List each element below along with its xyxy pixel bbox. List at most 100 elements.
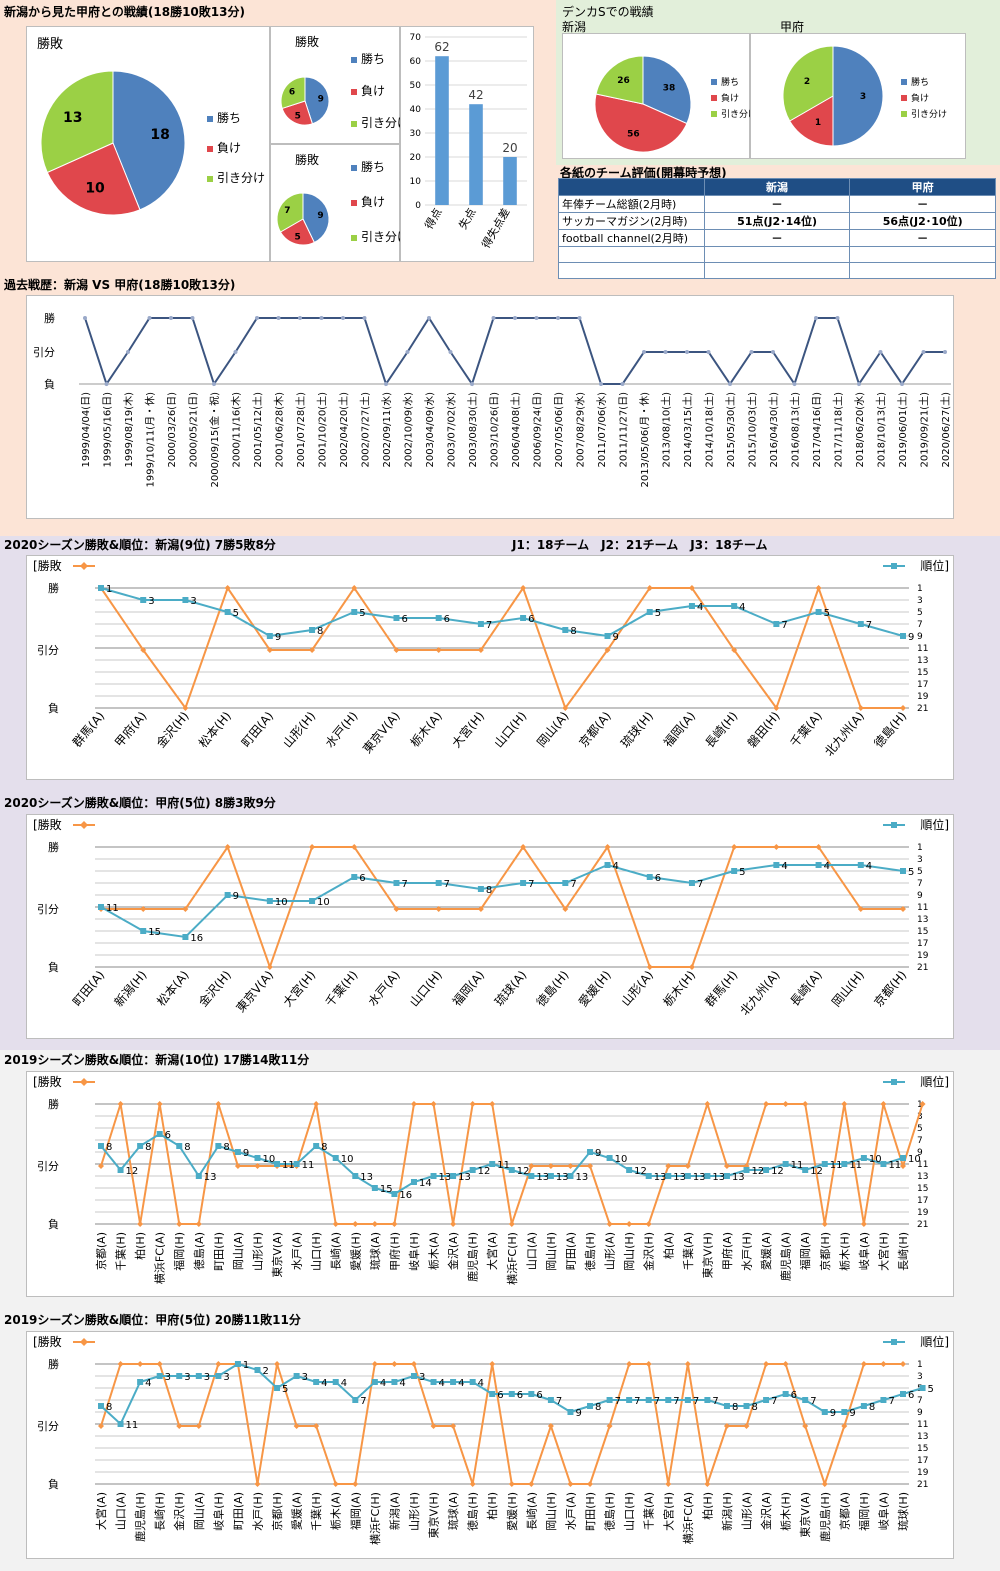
rank-value-label: 3 <box>302 1372 308 1383</box>
legend-label: 勝ち <box>721 76 739 88</box>
rank-point <box>880 1161 887 1167</box>
x-tick-label: 2002/09/11(水) <box>381 392 393 468</box>
rank-value-label: 7 <box>771 1396 777 1407</box>
rank-point <box>156 1373 163 1379</box>
rank-point <box>626 1167 633 1173</box>
y-tick-label: 勝 <box>48 840 59 854</box>
ratings-value-niigata <box>703 262 851 279</box>
result-point <box>254 1481 261 1487</box>
x-tick-label: 甲府(A) <box>720 1232 734 1270</box>
rank-point <box>547 1397 554 1403</box>
x-tick-label: 2018/06/20(水) <box>854 392 866 468</box>
x-tick-label: 福岡(A) <box>348 1492 362 1530</box>
niigata-2020-panel: [勝敗 順位] 1 3 5 7 9 11 13 15 17 19 21 勝引分負 1 3 3 5 9 8 5 6 6 7 6 8 9… <box>26 555 954 780</box>
history-point <box>857 382 861 386</box>
result-point <box>224 585 231 591</box>
bar-value-label: 42 <box>468 88 483 102</box>
x-tick-label: 横浜FC(H) <box>505 1232 519 1285</box>
rank-point <box>293 1161 300 1167</box>
rank-value-label: 12 <box>810 1166 823 1177</box>
x-tick-label: 山口(H) <box>491 709 529 750</box>
rank-value-label: 11 <box>126 1420 139 1431</box>
rank-value-label: 13 <box>673 1172 686 1183</box>
result-point <box>469 1101 476 1107</box>
rank-value-label: 11 <box>282 1160 295 1171</box>
rank-point <box>215 1373 222 1379</box>
y-tick-label: 引分 <box>37 902 59 916</box>
pie-slice <box>594 93 688 153</box>
rank-value-label: 10 <box>341 1154 354 1165</box>
result-point <box>435 647 442 653</box>
rank-value-label: 11 <box>849 1160 862 1171</box>
result-point <box>604 647 611 653</box>
x-tick-label: 愛媛(A) <box>759 1232 773 1270</box>
result-point <box>430 1423 437 1429</box>
rank-point <box>900 1155 906 1161</box>
rank-value-label: 12 <box>752 1166 765 1177</box>
x-tick-label: 金沢(H) <box>195 967 234 1009</box>
pie-small-2-panel: 勝敗 9 5 7 勝ち 負け 引き分け <box>270 144 409 262</box>
rank-point <box>763 1397 770 1403</box>
pie-slice <box>279 218 315 246</box>
history-point <box>556 316 560 320</box>
rank-point <box>182 597 189 603</box>
rank-point <box>723 1173 730 1179</box>
x-tick-label: 大宮(H) <box>661 1492 675 1531</box>
x-tick-label: 徳島(H) <box>533 967 572 1009</box>
legend-rank-label: 順位] <box>920 817 949 832</box>
rank-tick-label: 9 <box>917 1408 923 1418</box>
rank-value-label: 10 <box>262 1154 275 1165</box>
x-tick-label: 長崎(H) <box>896 1232 910 1271</box>
legend-result-label: [勝敗 <box>33 558 62 573</box>
result-point <box>567 1163 574 1169</box>
result-point <box>309 844 316 850</box>
history-point <box>814 316 818 320</box>
x-tick-label: 長崎(A) <box>524 1492 538 1530</box>
legend-result-marker <box>80 1078 88 1086</box>
pie-slice-label: 9 <box>317 211 323 221</box>
pie-slice-label: 38 <box>663 83 676 93</box>
legend-swatch <box>711 79 717 85</box>
rank-point <box>604 633 611 639</box>
rank-point <box>195 1173 202 1179</box>
rank-value-label: 10 <box>317 897 330 908</box>
x-tick-label: 金沢(H) <box>153 708 192 750</box>
pie-slice-label: 13 <box>63 110 82 126</box>
result-point <box>665 1163 672 1169</box>
rank-tick-label: 5 <box>917 867 923 877</box>
rank-point <box>137 1379 144 1385</box>
rank-point <box>646 609 653 615</box>
pie-slice <box>832 45 884 147</box>
rank-tick-label: 15 <box>917 668 928 678</box>
pie-slice <box>112 70 186 211</box>
pie-slice-label: 56 <box>627 130 640 140</box>
history-point <box>405 350 410 354</box>
x-tick-label: 2007/05/06(日) <box>554 392 565 468</box>
x-tick-label: 2003/07/02(水) <box>446 392 458 468</box>
rank-value-label: 8 <box>321 1142 327 1153</box>
history-point <box>599 382 603 386</box>
result-point <box>508 1221 515 1227</box>
x-tick-label: 岡山(H) <box>545 1492 558 1531</box>
rank-tick-label: 21 <box>917 1220 928 1230</box>
rank-value-label: 7 <box>556 1396 562 1407</box>
result-point <box>140 647 147 653</box>
rank-value-label: 7 <box>615 1396 621 1407</box>
rank-point <box>606 1397 613 1403</box>
x-tick-label: 2003/08/30(土) <box>466 392 479 468</box>
rank-value-label: 5 <box>233 608 239 619</box>
result-point <box>815 585 822 591</box>
rank-value-label: 13 <box>654 1172 667 1183</box>
result-point <box>137 1221 144 1227</box>
rank-value-label: 4 <box>380 1378 386 1389</box>
rank-point <box>731 603 738 609</box>
x-tick-label: 町田(A) <box>70 968 107 1009</box>
y-tick-label: 負 <box>44 378 55 391</box>
history-point <box>771 350 775 354</box>
x-tick-label: 岡山(H) <box>829 968 867 1009</box>
legend-swatch <box>351 57 357 63</box>
legend-label: 勝ち <box>361 159 385 174</box>
